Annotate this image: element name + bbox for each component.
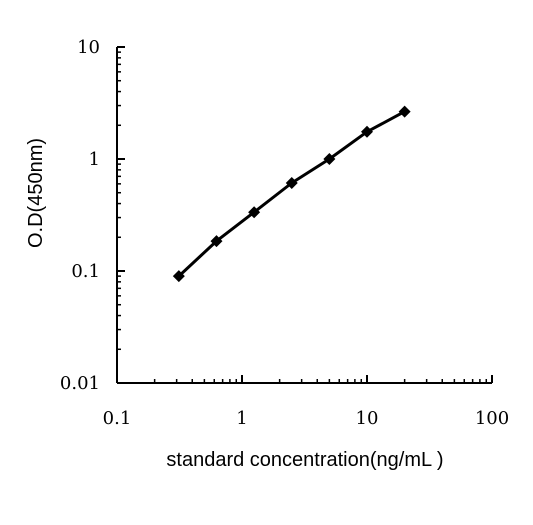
series-line-0 bbox=[177, 110, 406, 278]
x-tick-label-0: 0.1 bbox=[103, 408, 132, 429]
data-point-6 bbox=[398, 105, 411, 118]
x-tick-label-3: 100 bbox=[475, 408, 509, 429]
tick-labels: 0.1 1 10 100 10 1 0.1 0.01 bbox=[60, 37, 509, 429]
y-tick-label-2: 0.1 bbox=[71, 261, 100, 282]
data-point-4 bbox=[323, 153, 336, 165]
x-axis-title: standard concentration(ng/mL ) bbox=[166, 449, 443, 471]
data-point-3 bbox=[285, 177, 298, 190]
y-tick-label-1: 1 bbox=[89, 149, 100, 170]
axis-ticks bbox=[116, 46, 493, 384]
data-point-0 bbox=[172, 270, 185, 283]
data-point-1 bbox=[210, 235, 223, 248]
y-tick-label-3: 0.01 bbox=[60, 373, 100, 394]
x-tick-label-1: 1 bbox=[236, 408, 247, 429]
axes bbox=[116, 47, 492, 384]
x-tick-label-2: 10 bbox=[356, 408, 379, 429]
data-series bbox=[172, 105, 411, 283]
data-point-2 bbox=[248, 206, 261, 219]
y-tick-label-0: 10 bbox=[77, 37, 100, 58]
data-point-5 bbox=[361, 125, 373, 138]
y-axis-title: O.D(450nm) bbox=[25, 138, 47, 248]
